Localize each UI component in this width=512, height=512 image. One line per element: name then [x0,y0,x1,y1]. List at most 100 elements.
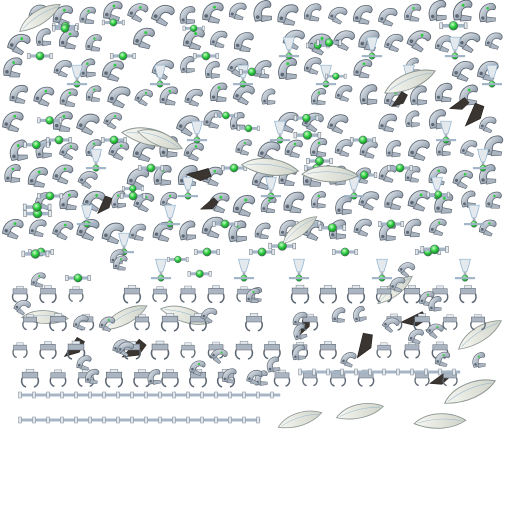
claw-arm-sprite [484,135,504,157]
claw-arm-sprite [209,348,228,364]
gem-connector-sprite [120,191,146,201]
wing-blade-sprite [443,379,497,404]
tripod-clamp-sprite [403,285,421,304]
tripod-clamp-sprite [133,369,151,388]
goblet-pod-sprite [149,64,171,88]
claw-arm-sprite [408,139,430,161]
claw-arm-sprite [9,84,29,104]
claw-arm-sprite [434,351,451,367]
claw-arm-sprite [129,223,147,241]
claw-arm-sprite [311,191,326,209]
claw-arm-sprite [335,84,353,102]
gem-connector-sprite [22,202,52,212]
claw-arm-sprite [175,115,200,137]
wing-blade-sprite [19,4,61,33]
claw-arm-sprite [246,370,263,386]
gem-connector-sprite [426,190,450,199]
claw-arm-sprite [107,86,131,109]
claw-arm-sprite [260,196,277,214]
claw-arm-sprite [205,61,220,79]
gem-connector-sprite [21,249,50,259]
claw-arm-sprite [77,171,98,189]
claw-arm-sprite [245,288,260,304]
tripod-clamp-sprite [470,314,486,331]
goblet-pod-sprite [315,64,337,88]
gem-connector-sprite [52,24,78,33]
claw-arm-sprite [200,307,218,324]
claw-arm-sprite [405,110,420,128]
claw-arm-sprite [4,163,21,183]
tripod-clamp-sprite [49,369,67,387]
wing-blade-sprite [458,320,503,350]
claw-arm-sprite [52,111,73,132]
goblet-pod-sprite [269,120,291,144]
claw-arm-sprite [428,0,447,22]
tripod-clamp-sprite [150,340,170,360]
claw-arm-sprite [52,220,74,241]
claw-arm-sprite [33,86,55,107]
claw-arm-sprite [359,140,378,159]
tripod-clamp-sprite [161,369,179,388]
tripod-clamp-sprite [403,341,421,359]
claw-arm-sprite [378,113,398,133]
claw-arm-sprite [384,190,404,210]
gem-connector-sprite [420,244,449,255]
gem-connector-sprite [249,247,275,257]
pipe-rail-sprite [298,368,461,376]
tripod-clamp-sprite [245,313,263,332]
claw-arm-sprite [76,355,92,371]
gem-connector-sprite [23,140,50,150]
claw-arm-sprite [353,5,373,25]
claw-arm-sprite [378,8,398,27]
claw-arm-sprite [35,28,52,47]
claw-arm-sprite [407,190,431,212]
gem-connector-sprite [65,273,91,283]
claw-arm-sprite [27,167,48,188]
claw-arm-sprite [134,89,153,107]
gem-connector-sprite [237,124,260,133]
goblet-pod-sprite [371,258,393,282]
tripod-clamp-sprite [273,369,291,387]
tripod-clamp-sprite [20,368,40,388]
goblet-pod-sprite [76,204,98,228]
claw-arm-sprite [13,300,31,316]
tripod-clamp-sprite [122,285,142,304]
gem-connector-sprite [387,163,413,173]
gem-connector-sprite [193,51,219,61]
goblet-pod-sprite [444,36,466,60]
claw-arm-sprite [283,191,305,214]
claw-arm-sprite [183,28,205,51]
pipe-rail-sprite [18,416,261,424]
claw-arm-sprite [304,3,322,22]
goblet-pod-sprite [343,176,365,200]
claw-arm-sprite [202,2,224,24]
goblet-pod-sprite [233,258,255,282]
wing-blade-sprite [335,403,385,420]
claw-arm-sprite [76,113,100,136]
claw-arm-sprite [59,88,78,108]
claw-arm-sprite [210,30,228,49]
gem-connector-sprite [350,135,376,145]
claw-arm-sprite [353,59,373,79]
claw-arm-sprite [428,218,447,237]
gem-connector-sprite [378,219,404,229]
tripod-clamp-sprite [207,285,225,304]
wing-blade-sprite [384,69,436,94]
goblet-pod-sprite [472,148,494,172]
tripod-clamp-sprite [105,369,123,388]
claw-arm-sprite [293,323,308,341]
claw-arm-sprite [457,32,481,53]
claw-arm-sprite [234,32,254,53]
tripod-clamp-sprite [207,341,225,359]
claw-arm-sprite [228,220,247,243]
claw-arm-sprite [159,86,179,106]
claw-arm-sprite [266,356,281,373]
claw-arm-sprite [331,307,346,323]
claw-arm-sprite [479,2,496,23]
pipe-rail-sprite [18,391,281,399]
claw-arm-sprite [434,82,453,103]
gem-connector-sprite [194,247,220,257]
sprite-layer [2,0,504,429]
claw-arm-sprite [254,222,271,240]
claw-arm-sprite [340,352,357,368]
